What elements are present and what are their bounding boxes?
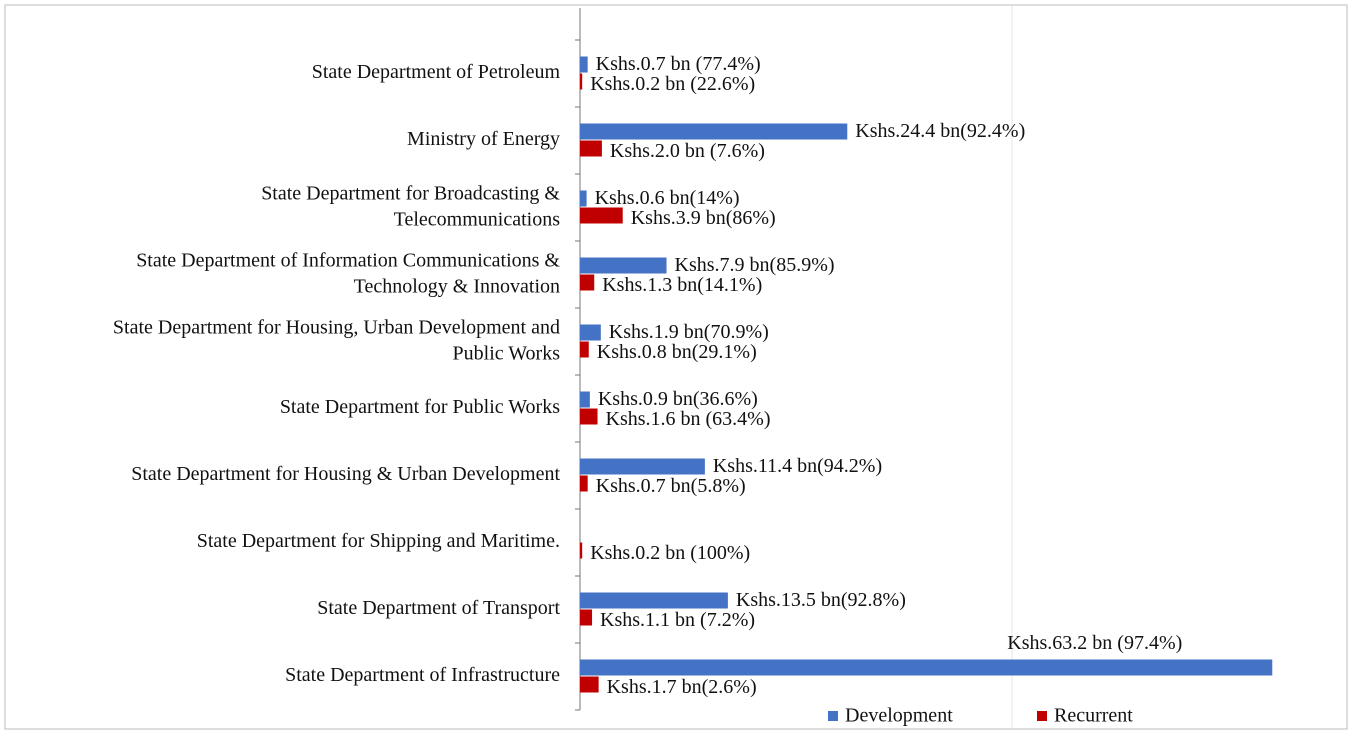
category-label: Ministry of Energy	[407, 128, 560, 150]
value-label: Kshs.0.7 bn (77.4%)	[596, 53, 761, 75]
bar	[580, 324, 601, 341]
legend-swatch	[828, 711, 838, 721]
bar	[580, 542, 583, 559]
bar	[580, 408, 598, 425]
category-label: State Department for Broadcasting & Telec…	[261, 182, 560, 230]
legend-label: Development	[845, 705, 953, 727]
bar	[580, 341, 589, 358]
value-label: Kshs.0.2 bn (22.6%)	[590, 73, 755, 95]
category-label-line: State Department for Housing, Urban Deve…	[113, 316, 560, 338]
value-label: Kshs.0.7 bn(5.8%)	[596, 475, 746, 497]
value-label: Kshs.1.1 bn (7.2%)	[600, 609, 755, 631]
legend-swatch	[1037, 711, 1047, 721]
category-label: State Department of Infrastructure	[285, 664, 560, 686]
bar	[580, 609, 593, 626]
bar	[580, 257, 667, 274]
category-label: State Department of Transport	[317, 597, 560, 619]
legend-label: Recurrent	[1054, 705, 1133, 727]
bar	[580, 475, 588, 492]
category-label: State Department for Public Works	[280, 396, 560, 418]
category-label-line: Telecommunications	[394, 208, 561, 230]
category-label-line: Technology & Innovation	[354, 275, 560, 297]
bar	[580, 207, 623, 224]
value-label: Kshs.0.2 bn (100%)	[590, 542, 750, 564]
value-label: Kshs.0.8 bn(29.1%)	[597, 341, 757, 363]
bar	[580, 73, 583, 90]
value-label: Kshs.1.6 bn (63.4%)	[606, 408, 771, 430]
category-label: State Department of Petroleum	[312, 61, 561, 83]
value-label: Kshs.1.7 bn(2.6%)	[607, 676, 757, 698]
bar	[580, 274, 595, 291]
bar	[580, 676, 599, 693]
bar	[580, 123, 848, 140]
value-label: Kshs.0.6 bn(14%)	[595, 187, 740, 209]
value-label: Kshs.13.5 bn(92.8%)	[736, 589, 906, 611]
bar	[580, 391, 590, 408]
value-label: Kshs.1.3 bn(14.1%)	[602, 274, 762, 296]
category-label: State Department for Shipping and Mariti…	[197, 530, 560, 552]
bar	[580, 190, 587, 207]
value-label: Kshs.2.0 bn (7.6%)	[610, 140, 765, 162]
category-label: State Department for Housing & Urban Dev…	[131, 463, 560, 485]
bar	[580, 56, 588, 73]
value-label: Kshs.11.4 bn(94.2%)	[713, 455, 882, 477]
value-label: Kshs.1.9 bn(70.9%)	[609, 321, 769, 343]
category-label-line: Public Works	[453, 342, 561, 364]
bar	[580, 592, 728, 609]
value-label: Kshs.3.9 bn(86%)	[631, 207, 776, 229]
category-label-line: State Department of Information Communic…	[136, 249, 560, 271]
bar	[580, 458, 705, 475]
chart-frame	[4, 4, 1348, 730]
value-label: Kshs.7.9 bn(85.9%)	[675, 254, 835, 276]
value-label: Kshs.24.4 bn(92.4%)	[855, 120, 1025, 142]
category-label: State Department of Information Communic…	[136, 249, 560, 297]
bar	[580, 659, 1273, 676]
value-label: Kshs.63.2 bn (97.4%)	[1007, 632, 1182, 654]
category-label: State Department for Housing, Urban Deve…	[113, 316, 560, 364]
value-label: Kshs.0.9 bn(36.6%)	[598, 388, 758, 410]
bar	[580, 140, 602, 157]
category-label-line: State Department for Broadcasting &	[261, 182, 560, 204]
